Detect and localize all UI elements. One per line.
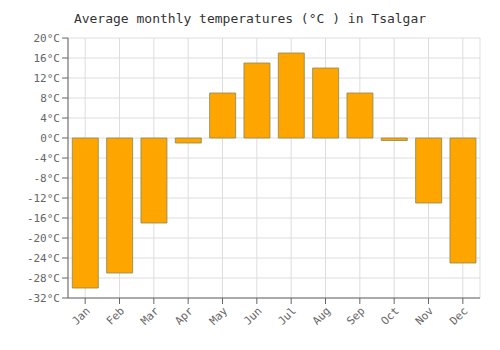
svg-text:4°C: 4°C — [40, 112, 60, 125]
svg-text:Feb: Feb — [104, 304, 127, 327]
svg-text:-8°C: -8°C — [34, 172, 61, 185]
svg-text:Mar: Mar — [138, 304, 162, 328]
svg-text:-12°C: -12°C — [27, 192, 60, 205]
svg-text:8°C: 8°C — [40, 92, 60, 105]
svg-text:12°C: 12°C — [34, 72, 61, 85]
svg-text:-4°C: -4°C — [34, 152, 61, 165]
svg-text:16°C: 16°C — [34, 52, 61, 65]
svg-text:Nov: Nov — [413, 304, 437, 328]
svg-text:Sep: Sep — [344, 304, 367, 327]
svg-text:Oct: Oct — [379, 304, 402, 327]
svg-text:Apr: Apr — [173, 304, 197, 328]
svg-text:Dec: Dec — [447, 304, 470, 327]
html-text:Average monthly temperatures (: Average monthly temperatures (°C ) in Ts… — [73, 11, 427, 26]
svg-text:May: May — [207, 304, 231, 328]
svg-text:Jan: Jan — [70, 304, 93, 327]
svg-text:Aug: Aug — [310, 304, 333, 327]
svg-text:-24°C: -24°C — [27, 252, 60, 265]
svg-text:-28°C: -28°C — [27, 272, 60, 285]
svg-text:-32°C: -32°C — [27, 292, 60, 305]
svg-text:Jun: Jun — [241, 304, 264, 327]
svg-text:-16°C: -16°C — [27, 212, 60, 225]
svg-text:Jul: Jul — [276, 304, 299, 327]
svg-text:0°C: 0°C — [40, 132, 60, 145]
svg-text:-20°C: -20°C — [27, 232, 60, 245]
svg-text:20°C: 20°C — [34, 32, 61, 45]
